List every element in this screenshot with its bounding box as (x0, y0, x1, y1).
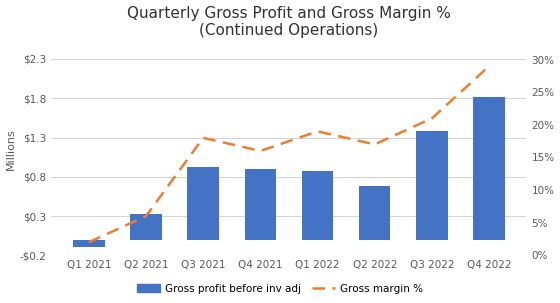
Bar (188, 167, 219, 240)
Y-axis label: Millions: Millions (6, 128, 16, 170)
Title: Quarterly Gross Profit and Gross Margin %
(Continued Operations): Quarterly Gross Profit and Gross Margin … (127, 5, 451, 38)
Bar (302, 171, 333, 240)
Bar (73, 240, 105, 248)
Bar (245, 169, 276, 240)
Bar (130, 215, 162, 240)
Legend: Gross profit before inv adj, Gross margin %: Gross profit before inv adj, Gross margi… (133, 279, 427, 298)
Bar (473, 97, 505, 240)
Bar (359, 186, 390, 240)
Bar (416, 131, 447, 240)
